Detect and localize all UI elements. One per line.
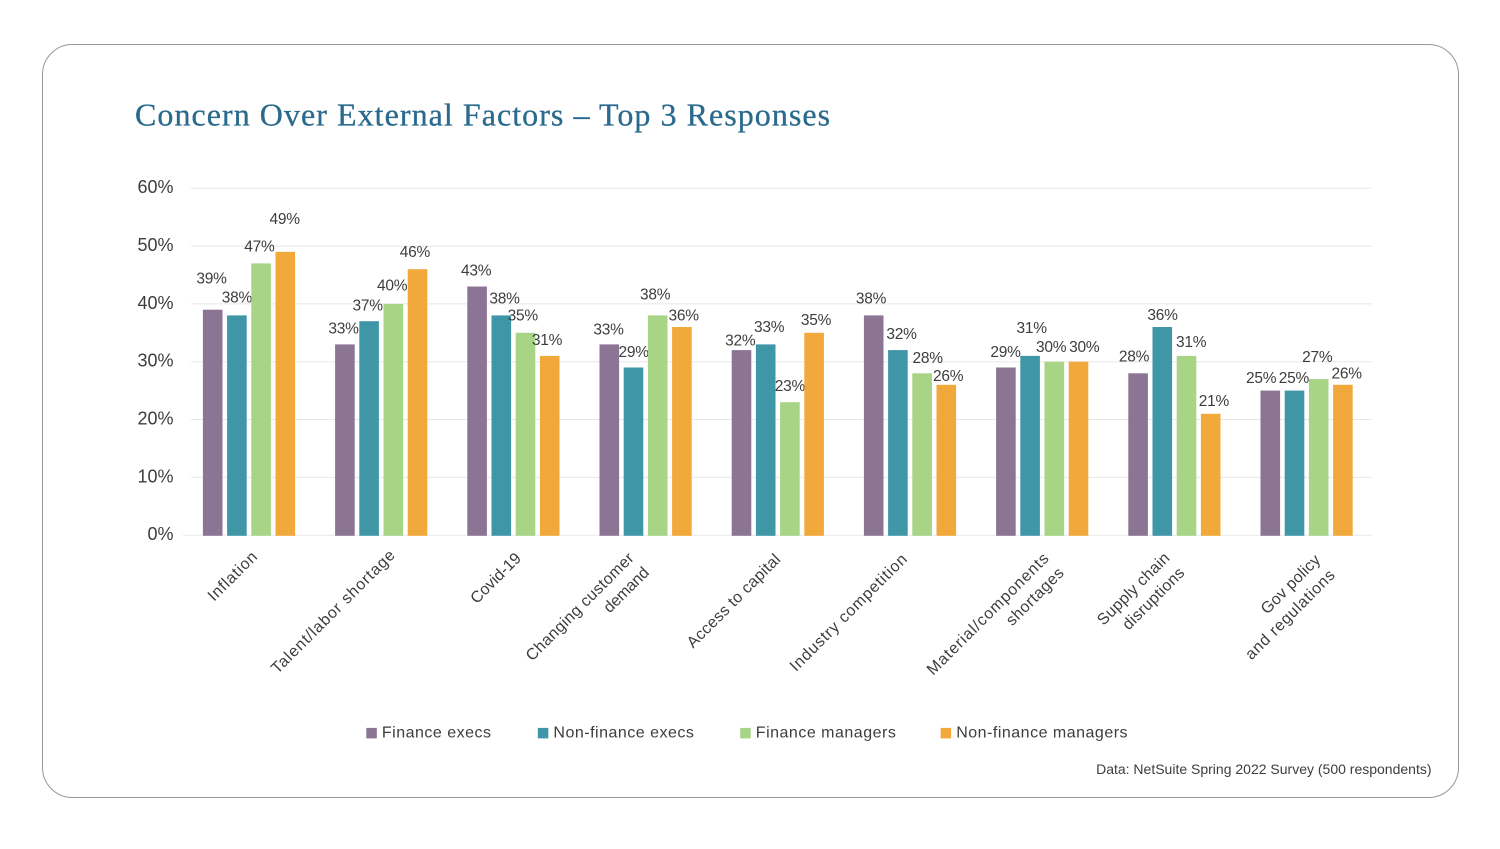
svg-text:28%: 28% <box>913 350 944 367</box>
svg-text:Finance execs: Finance execs <box>382 724 492 741</box>
svg-text:Concern Over External Factors: Concern Over External Factors – Top 3 Re… <box>135 97 831 133</box>
svg-text:38%: 38% <box>222 289 253 306</box>
svg-text:31%: 31% <box>1016 320 1047 337</box>
svg-text:20%: 20% <box>137 408 173 428</box>
svg-text:26%: 26% <box>933 368 964 385</box>
svg-text:29%: 29% <box>990 344 1021 361</box>
svg-text:38%: 38% <box>640 286 671 303</box>
svg-text:46%: 46% <box>400 244 431 261</box>
svg-text:60%: 60% <box>137 177 173 197</box>
svg-text:38%: 38% <box>489 291 520 308</box>
svg-text:10%: 10% <box>137 466 173 486</box>
svg-text:26%: 26% <box>1331 366 1362 383</box>
svg-text:37%: 37% <box>353 297 384 314</box>
svg-text:40%: 40% <box>377 278 408 295</box>
svg-text:25%: 25% <box>1279 370 1310 387</box>
svg-text:32%: 32% <box>886 326 917 343</box>
svg-text:35%: 35% <box>508 308 539 325</box>
svg-text:38%: 38% <box>856 291 887 308</box>
svg-text:30%: 30% <box>1036 339 1067 356</box>
svg-text:49%: 49% <box>269 211 300 228</box>
svg-text:29%: 29% <box>619 344 650 361</box>
svg-text:Finance managers: Finance managers <box>756 724 897 741</box>
svg-text:36%: 36% <box>668 308 699 325</box>
svg-text:33%: 33% <box>754 319 785 336</box>
svg-text:31%: 31% <box>1176 334 1207 351</box>
svg-text:Non-finance execs: Non-finance execs <box>553 724 694 741</box>
svg-text:35%: 35% <box>801 312 832 329</box>
svg-text:47%: 47% <box>244 239 275 256</box>
svg-text:39%: 39% <box>196 271 227 288</box>
svg-text:21%: 21% <box>1199 393 1230 410</box>
svg-text:23%: 23% <box>775 378 806 395</box>
svg-text:Data: NetSuite Spring 2022 Sur: Data: NetSuite Spring 2022 Survey (500 r… <box>1096 761 1431 777</box>
svg-text:27%: 27% <box>1302 349 1333 366</box>
svg-text:33%: 33% <box>328 320 359 337</box>
svg-text:43%: 43% <box>461 263 492 280</box>
svg-text:30%: 30% <box>137 351 173 371</box>
svg-text:50%: 50% <box>137 235 173 255</box>
svg-text:28%: 28% <box>1119 349 1150 366</box>
svg-text:Non-finance managers: Non-finance managers <box>956 724 1128 741</box>
svg-text:33%: 33% <box>593 322 624 339</box>
svg-text:0%: 0% <box>147 524 173 544</box>
svg-text:40%: 40% <box>137 293 173 313</box>
svg-text:36%: 36% <box>1147 307 1178 324</box>
svg-text:31%: 31% <box>532 332 563 349</box>
svg-text:25%: 25% <box>1246 370 1277 387</box>
svg-text:30%: 30% <box>1069 339 1100 356</box>
svg-text:32%: 32% <box>725 333 756 350</box>
